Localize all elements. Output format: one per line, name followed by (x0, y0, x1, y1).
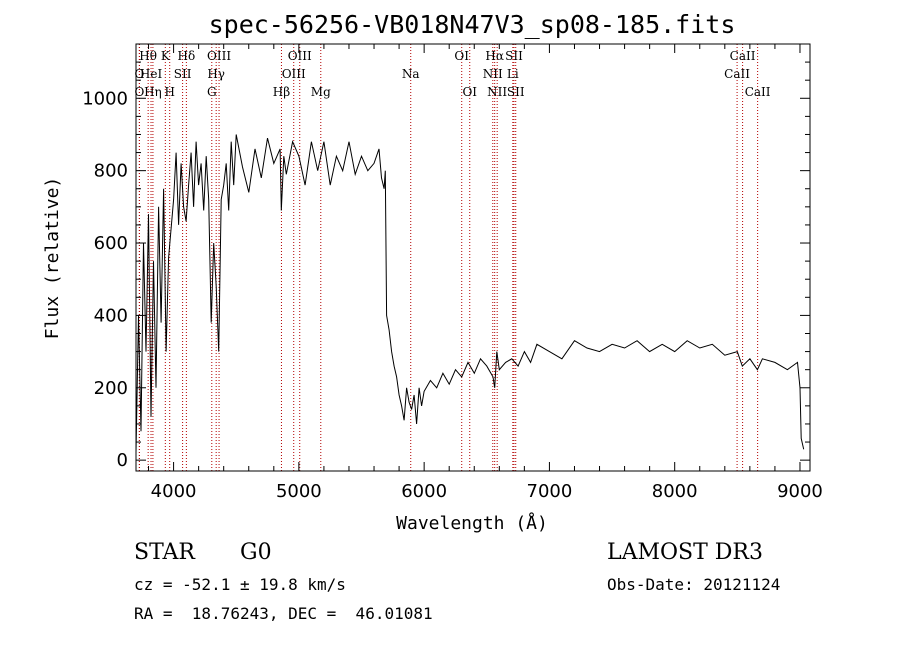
x-axis-label: Wavelength (Å) (396, 512, 548, 534)
spectral-line-label: OI (462, 85, 477, 99)
obs-date: Obs-Date: 20121124 (607, 575, 781, 594)
x-tick-label: 8000 (652, 481, 698, 502)
spectral-line-label: SII (505, 49, 523, 63)
spectral-line-label: OIII (207, 49, 231, 63)
object-class: STAR (134, 540, 195, 565)
coordinates: RA = 18.76243, DEC = 46.01081 (134, 604, 433, 623)
spectral-line-label: Na (402, 67, 420, 81)
x-axis: 4000 5000 6000 7000 8000 9000 (148, 44, 823, 502)
spectral-line-label: Mg (311, 85, 331, 99)
spectral-line-label: OI (454, 49, 469, 63)
spectral-line-label: H (164, 85, 174, 99)
survey-name: LAMOST DR3 (607, 540, 763, 565)
x-tick-label: 6000 (401, 481, 447, 502)
y-tick-label: 800 (94, 161, 128, 182)
spectral-line-label: NII (483, 67, 503, 81)
y-tick-label: 200 (94, 378, 128, 399)
object-subclass: G0 (240, 540, 272, 565)
spectral-line-label: G (207, 85, 217, 99)
x-tick-label: 9000 (777, 481, 823, 502)
spectral-line-label: SII (174, 67, 192, 81)
spectral-line-label: OIII (288, 49, 312, 63)
x-tick-label: 5000 (276, 481, 322, 502)
spectral-line-label: OIII (282, 67, 306, 81)
spectral-line-label: K (161, 49, 171, 63)
spectral-line-label: Hα (485, 49, 504, 63)
spectral-line-label: Hγ (207, 67, 225, 81)
spectral-line-label: O (134, 85, 144, 99)
spectral-line-label: Hθ (139, 49, 157, 63)
spectral-line-label: NII (487, 85, 507, 99)
y-tick-label: 600 (94, 233, 128, 254)
spectral-line-label: O (134, 67, 144, 81)
spectral-line-label: SII (507, 85, 525, 99)
y-tick-label: 400 (94, 305, 128, 326)
spectral-line-label: CaII (724, 67, 750, 81)
y-axis: 0 200 400 600 800 1000 (82, 61, 810, 471)
spectral-line-label: Hη (144, 85, 162, 99)
x-tick-label: 4000 (151, 481, 197, 502)
spectral-line-label: Hβ (273, 85, 290, 99)
spectral-line-markers (138, 44, 759, 471)
spectral-line-label: CaII (745, 85, 771, 99)
spectral-line-label: HeI (140, 67, 163, 81)
spectral-line-label: CaII (730, 49, 756, 63)
spectral-line-label: Hδ (178, 49, 196, 63)
y-axis-label: Flux (relative) (42, 177, 63, 340)
chart-title: spec-56256-VB018N47V3_sp08-185.fits (209, 10, 736, 39)
plot-frame (135, 43, 811, 472)
spectrum-line (135, 134, 805, 453)
y-tick-label: 0 (117, 450, 128, 471)
spectral-line-label: Li (507, 67, 519, 81)
x-tick-label: 7000 (527, 481, 573, 502)
velocity-text: cz = -52.1 ± 19.8 km/s (134, 575, 346, 594)
y-tick-label: 1000 (82, 88, 128, 109)
